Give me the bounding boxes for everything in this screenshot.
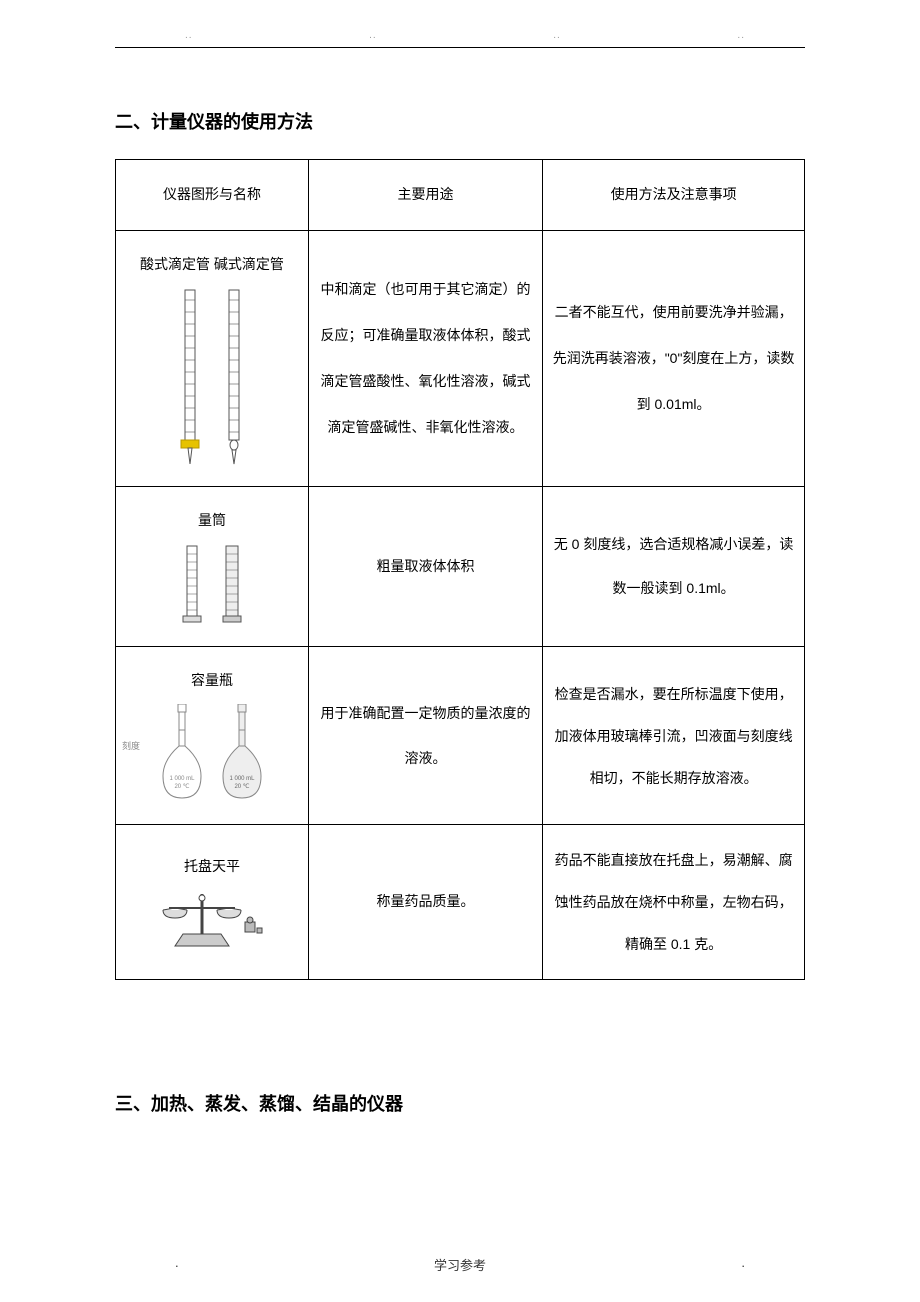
instrument-notes: 无 0 刻度线，选合适规格减小误差，读数一般读到 0.1ml。	[543, 486, 805, 646]
instrument-use: 粗量取液体体积	[308, 486, 542, 646]
burette-figure	[124, 288, 300, 466]
instrument-name: 量筒	[124, 501, 300, 540]
table-header-row: 仪器图形与名称 主要用途 使用方法及注意事项	[116, 160, 805, 231]
balance-figure	[124, 890, 300, 952]
flask-label: 1 000 mL	[229, 776, 255, 782]
instrument-notes: 二者不能互代，使用前要洗净并验漏，先润洗再装溶液，"0"刻度在上方，读数到 0.…	[543, 230, 805, 486]
acid-burette-icon	[177, 288, 203, 466]
instrument-use: 称量药品质量。	[308, 825, 542, 980]
instrument-use: 用于准确配置一定物质的量浓度的溶液。	[308, 646, 542, 824]
instrument-use: 中和滴定（也可用于其它滴定）的反应；可准确量取液体体积，酸式滴定管盛酸性、氧化性…	[308, 230, 542, 486]
balance-scale-icon	[157, 890, 267, 952]
col-header-name: 仪器图形与名称	[116, 160, 309, 231]
instrument-notes: 检查是否漏水，要在所标温度下使用，加液体用玻璃棒引流，凹液面与刻度线相切，不能长…	[543, 646, 805, 824]
flask-side-label: 刻度	[122, 736, 140, 758]
instrument-name: 酸式滴定管 碱式滴定管	[124, 245, 300, 284]
table-row: 酸式滴定管 碱式滴定管	[116, 230, 805, 486]
flask-label: 1 000 mL	[169, 776, 195, 782]
instruments-table: 仪器图形与名称 主要用途 使用方法及注意事项 酸式滴定管 碱式滴定管	[115, 159, 805, 980]
section-2-title: 三、加热、蒸发、蒸馏、结晶的仪器	[115, 1090, 805, 1116]
volumetric-flask-figure: 刻度 1 000 mL 20 ℃	[124, 704, 300, 804]
graduated-cylinder-icon	[221, 544, 243, 626]
footer-dot: .	[175, 1255, 179, 1270]
table-row: 托盘天平	[116, 825, 805, 980]
flask-temp: 20 ℃	[174, 784, 189, 790]
graduated-cylinder-icon	[181, 544, 203, 626]
col-header-notes: 使用方法及注意事项	[543, 160, 805, 231]
header-rule	[115, 47, 805, 48]
footer-dot: .	[741, 1255, 745, 1270]
col-header-use: 主要用途	[308, 160, 542, 231]
header-dots: .. .. .. ..	[115, 30, 805, 41]
instrument-name: 托盘天平	[124, 847, 300, 886]
dot: ..	[369, 30, 377, 41]
dot: ..	[185, 30, 193, 41]
footer-text: 学习参考	[434, 1258, 486, 1273]
section-1-title: 二、计量仪器的使用方法	[115, 108, 805, 134]
volumetric-flask-icon: 1 000 mL 20 ℃	[219, 704, 265, 804]
instrument-name: 容量瓶	[124, 661, 300, 700]
dot: ..	[553, 30, 561, 41]
volumetric-flask-icon: 1 000 mL 20 ℃	[159, 704, 205, 804]
table-row: 量筒	[116, 486, 805, 646]
instrument-notes: 药品不能直接放在托盘上，易潮解、腐蚀性药品放在烧杯中称量，左物右码，精确至 0.…	[543, 825, 805, 980]
base-burette-icon	[221, 288, 247, 466]
dot: ..	[737, 30, 745, 41]
cylinder-figure	[124, 544, 300, 626]
table-row: 容量瓶 刻度 1 000 mL 20 ℃	[116, 646, 805, 824]
page-footer: . 学习参考 .	[0, 1255, 920, 1274]
flask-temp: 20 ℃	[234, 784, 249, 790]
